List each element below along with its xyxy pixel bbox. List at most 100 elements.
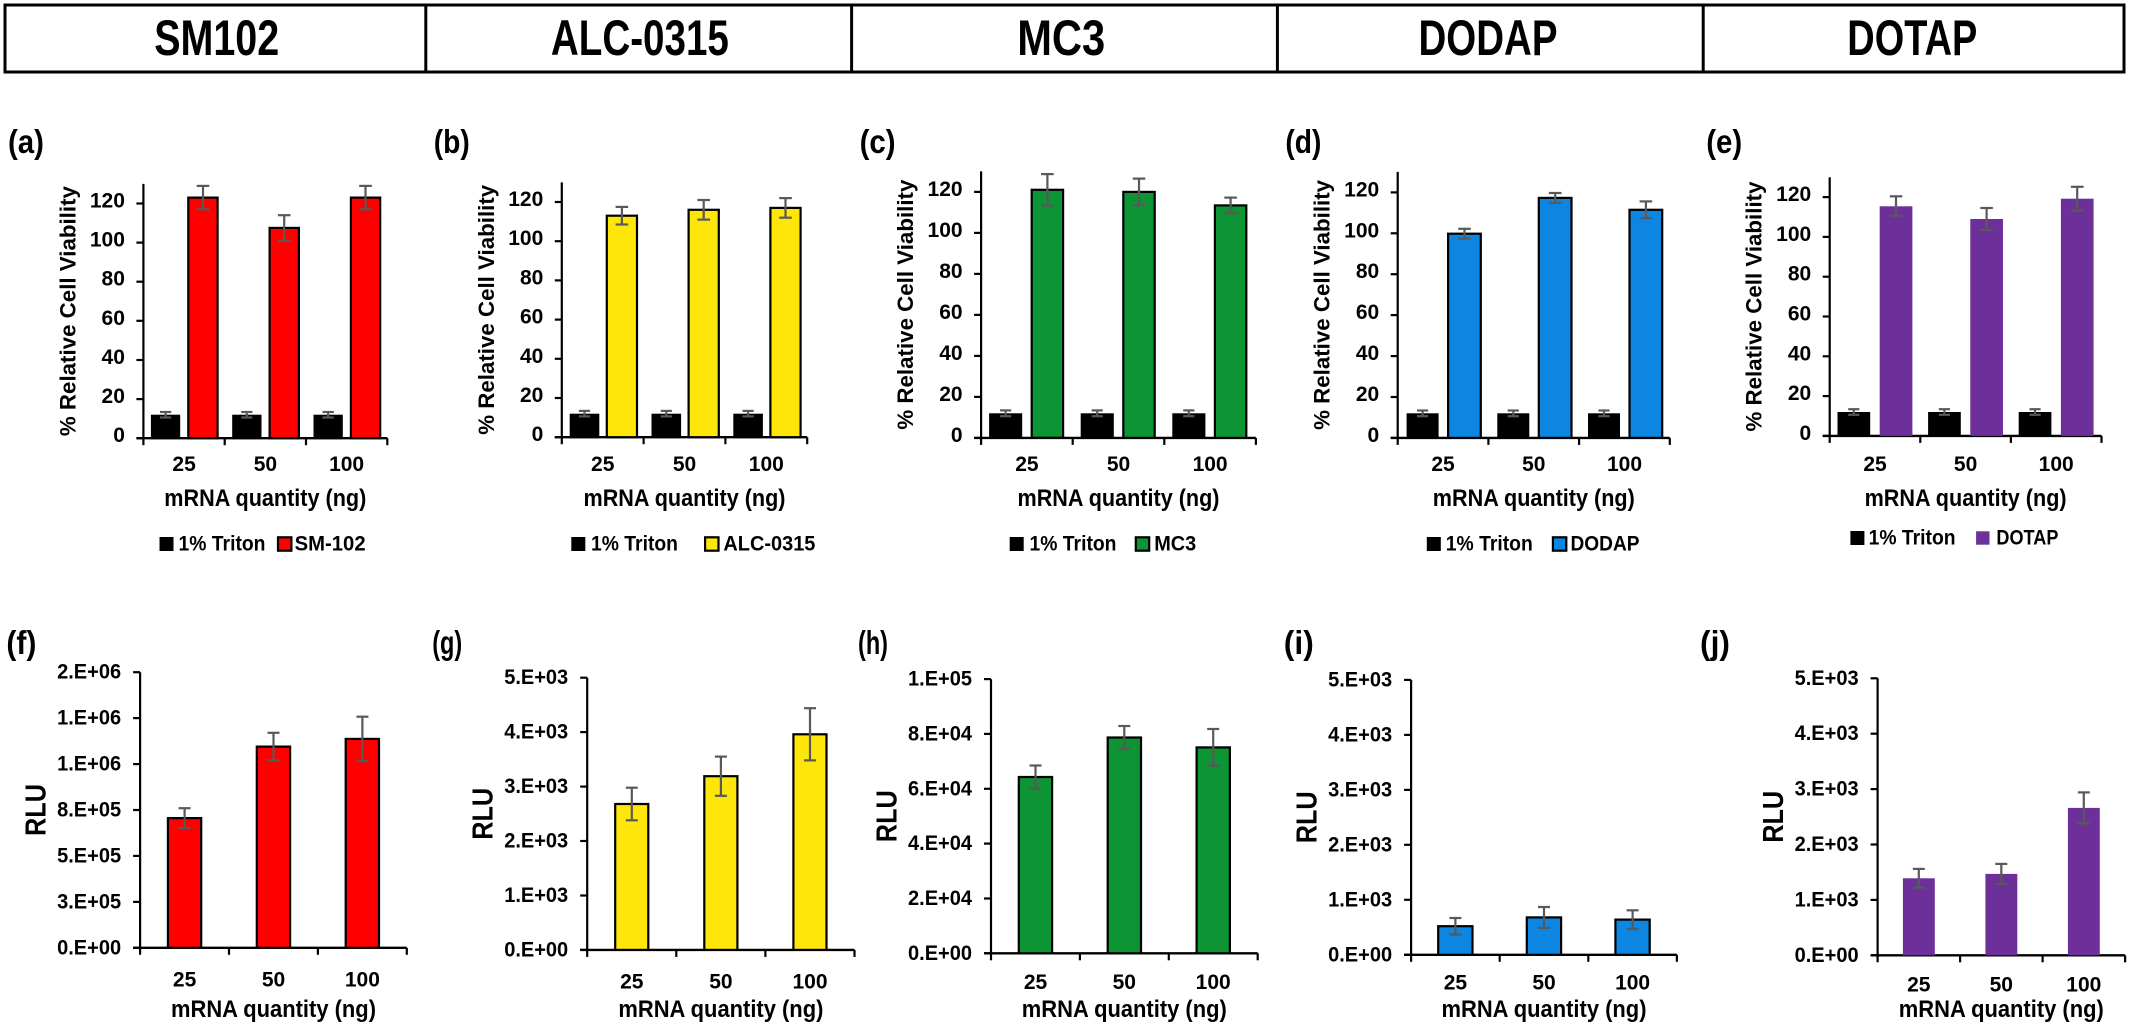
svg-text:RLU: RLU [20,784,52,836]
svg-text:2.E+03: 2.E+03 [1328,833,1392,856]
svg-text:0: 0 [532,423,544,446]
svg-text:100: 100 [1776,223,1811,246]
svg-text:50: 50 [262,969,285,992]
svg-text:80: 80 [1356,260,1379,283]
svg-text:120: 120 [928,178,963,201]
svg-text:0.E+00: 0.E+00 [57,936,121,959]
svg-text:40: 40 [1356,342,1379,365]
svg-text:60: 60 [939,301,962,324]
svg-text:4.E+04: 4.E+04 [908,832,972,855]
svg-text:(a): (a) [8,123,44,160]
svg-text:25: 25 [172,453,196,476]
svg-text:RLU: RLU [1291,791,1323,843]
svg-text:25: 25 [1444,972,1468,995]
svg-text:80: 80 [102,268,125,291]
svg-text:100: 100 [749,453,784,476]
svg-text:50: 50 [254,453,277,476]
svg-text:1% Triton: 1% Triton [1030,533,1117,556]
svg-text:mRNA quantity (ng): mRNA quantity (ng) [1022,996,1227,1023]
svg-text:120: 120 [508,188,543,211]
svg-text:% Relative Cell Viability: % Relative Cell Viability [474,184,499,435]
svg-text:25: 25 [1431,453,1455,476]
svg-text:5.E+03: 5.E+03 [504,666,568,689]
svg-text:mRNA quantity (ng): mRNA quantity (ng) [1442,996,1647,1023]
svg-text:(h): (h) [858,624,888,661]
svg-text:1.E+05: 1.E+05 [908,668,972,691]
svg-text:100: 100 [2039,453,2074,476]
svg-text:40: 40 [939,342,962,365]
svg-text:100: 100 [345,969,380,992]
svg-text:mRNA quantity (ng): mRNA quantity (ng) [1899,996,2104,1023]
svg-text:2.E+03: 2.E+03 [504,830,568,853]
svg-text:1.E+03: 1.E+03 [504,884,568,907]
svg-text:(f): (f) [6,624,36,661]
svg-text:25: 25 [1024,971,1048,994]
svg-text:100: 100 [1196,971,1231,994]
svg-text:100: 100 [792,971,827,994]
svg-text:mRNA quantity (ng): mRNA quantity (ng) [1865,485,2067,512]
svg-text:% Relative Cell Viability: % Relative Cell Viability [1742,181,1767,432]
svg-text:40: 40 [102,346,125,369]
svg-text:DOTAP: DOTAP [1847,10,1977,66]
svg-text:20: 20 [939,383,962,406]
svg-text:3.E+03: 3.E+03 [1795,778,1859,801]
svg-text:ALC-0315: ALC-0315 [551,10,729,66]
svg-text:50: 50 [1522,453,1545,476]
svg-text:4.E+03: 4.E+03 [1328,723,1392,746]
svg-text:5.E+03: 5.E+03 [1795,667,1859,690]
svg-text:0.E+00: 0.E+00 [504,938,568,961]
svg-text:(j): (j) [1700,624,1730,661]
svg-text:50: 50 [1990,974,2013,997]
svg-text:mRNA quantity (ng): mRNA quantity (ng) [164,485,366,512]
svg-text:60: 60 [102,307,125,330]
svg-text:% Relative Cell Viability: % Relative Cell Viability [893,179,918,430]
svg-text:5.E+05: 5.E+05 [57,844,121,867]
svg-text:50: 50 [1532,972,1555,995]
svg-text:(b): (b) [434,123,470,160]
svg-text:(e): (e) [1706,123,1742,160]
svg-text:3.E+03: 3.E+03 [1328,778,1392,801]
svg-text:ALC-0315: ALC-0315 [723,533,815,556]
svg-text:(d): (d) [1285,123,1321,160]
svg-text:1.E+03: 1.E+03 [1328,888,1392,911]
svg-text:40: 40 [520,345,543,368]
svg-text:RLU: RLU [1758,791,1790,843]
svg-text:3.E+05: 3.E+05 [57,890,121,913]
svg-text:0.E+00: 0.E+00 [908,942,972,965]
svg-text:2.E+06: 2.E+06 [57,661,121,684]
svg-text:5.E+03: 5.E+03 [1328,668,1392,691]
svg-text:25: 25 [620,971,644,994]
svg-text:50: 50 [1107,453,1130,476]
svg-text:100: 100 [1193,453,1228,476]
svg-text:0: 0 [1800,422,1812,445]
svg-text:25: 25 [173,969,197,992]
svg-text:40: 40 [1788,342,1811,365]
svg-text:0.E+00: 0.E+00 [1795,944,1859,967]
svg-text:MC3: MC3 [1017,10,1105,66]
svg-text:1.E+06: 1.E+06 [57,753,121,776]
svg-text:0: 0 [1368,424,1380,447]
svg-text:6.E+04: 6.E+04 [908,777,972,800]
svg-text:100: 100 [508,227,543,250]
svg-text:mRNA quantity (ng): mRNA quantity (ng) [1018,485,1220,512]
svg-text:80: 80 [1788,263,1811,286]
svg-text:50: 50 [673,453,696,476]
svg-text:mRNA quantity (ng): mRNA quantity (ng) [171,996,376,1023]
svg-text:1% Triton: 1% Triton [1446,533,1533,556]
svg-text:25: 25 [591,453,615,476]
svg-text:100: 100 [2066,974,2101,997]
svg-text:1% Triton: 1% Triton [1869,527,1956,550]
svg-text:MC3: MC3 [1154,533,1196,556]
svg-text:20: 20 [520,384,543,407]
svg-text:8.E+04: 8.E+04 [908,722,972,745]
svg-text:SM-102: SM-102 [295,533,366,556]
svg-text:50: 50 [709,971,732,994]
svg-text:8.E+05: 8.E+05 [57,799,121,822]
svg-text:120: 120 [1344,178,1379,201]
svg-text:DODAP: DODAP [1571,533,1640,556]
svg-text:3.E+03: 3.E+03 [504,775,568,798]
svg-text:25: 25 [1863,453,1887,476]
svg-text:80: 80 [520,266,543,289]
svg-text:mRNA quantity (ng): mRNA quantity (ng) [1433,485,1635,512]
svg-text:20: 20 [1788,382,1811,405]
